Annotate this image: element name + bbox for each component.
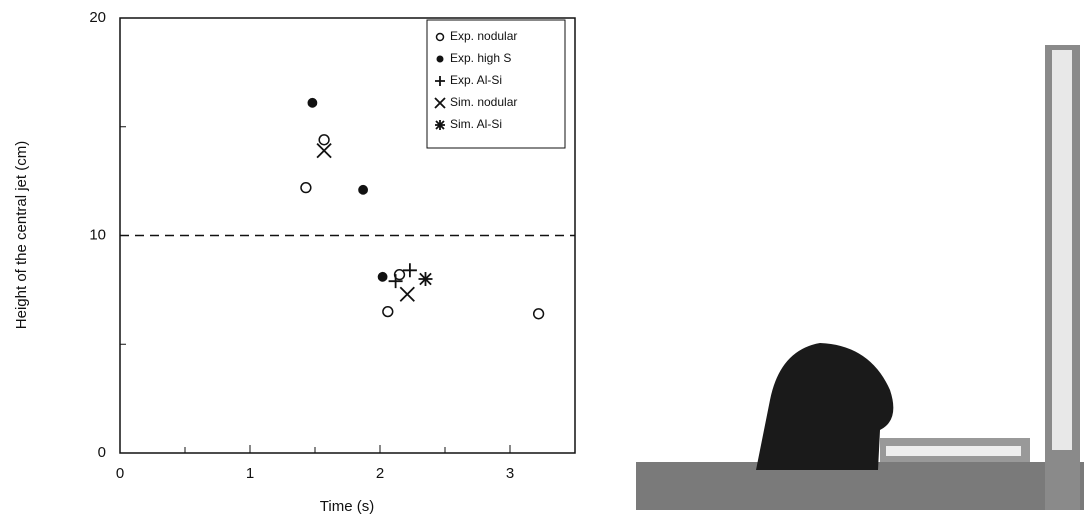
marker [393, 269, 406, 281]
y-tick-label: 10 [89, 226, 106, 243]
legend-marker [435, 76, 445, 86]
legend-marker [435, 32, 445, 42]
legend [426, 19, 566, 149]
y-axis-label: Height of the central jet (cm) [13, 141, 30, 329]
marker [532, 308, 545, 320]
legend-label: Sim. Al-Si [450, 117, 502, 131]
x-tick-label: 0 [116, 465, 124, 482]
x-tick-label: 1 [246, 465, 254, 482]
y-tick-label: 20 [89, 9, 106, 26]
photo [636, 45, 1084, 510]
marker [399, 286, 415, 302]
marker [418, 272, 433, 286]
marker [377, 271, 388, 282]
marker [318, 134, 330, 146]
marker [307, 97, 318, 108]
legend-label: Exp. Al-Si [450, 73, 502, 87]
x-tick-label: 2 [376, 465, 384, 482]
legend-marker [435, 120, 445, 130]
marker [388, 274, 403, 289]
marker [402, 263, 417, 278]
y-tick-label: 0 [98, 444, 106, 461]
marker [316, 143, 332, 159]
photo-jet [756, 343, 894, 470]
legend-label: Sim. nodular [450, 95, 517, 109]
marker [358, 184, 368, 195]
x-axis-label: Time (s) [320, 498, 374, 515]
legend-label: Exp. high S [450, 51, 511, 65]
photo-wall-inner [1052, 50, 1072, 450]
legend-marker [436, 55, 444, 63]
legend-label: Exp. nodular [450, 29, 517, 43]
legend-marker [434, 97, 446, 109]
marker [382, 305, 394, 318]
photo-layer-inner [886, 446, 1021, 456]
x-tick-label: 3 [506, 465, 514, 482]
marker [300, 182, 312, 194]
